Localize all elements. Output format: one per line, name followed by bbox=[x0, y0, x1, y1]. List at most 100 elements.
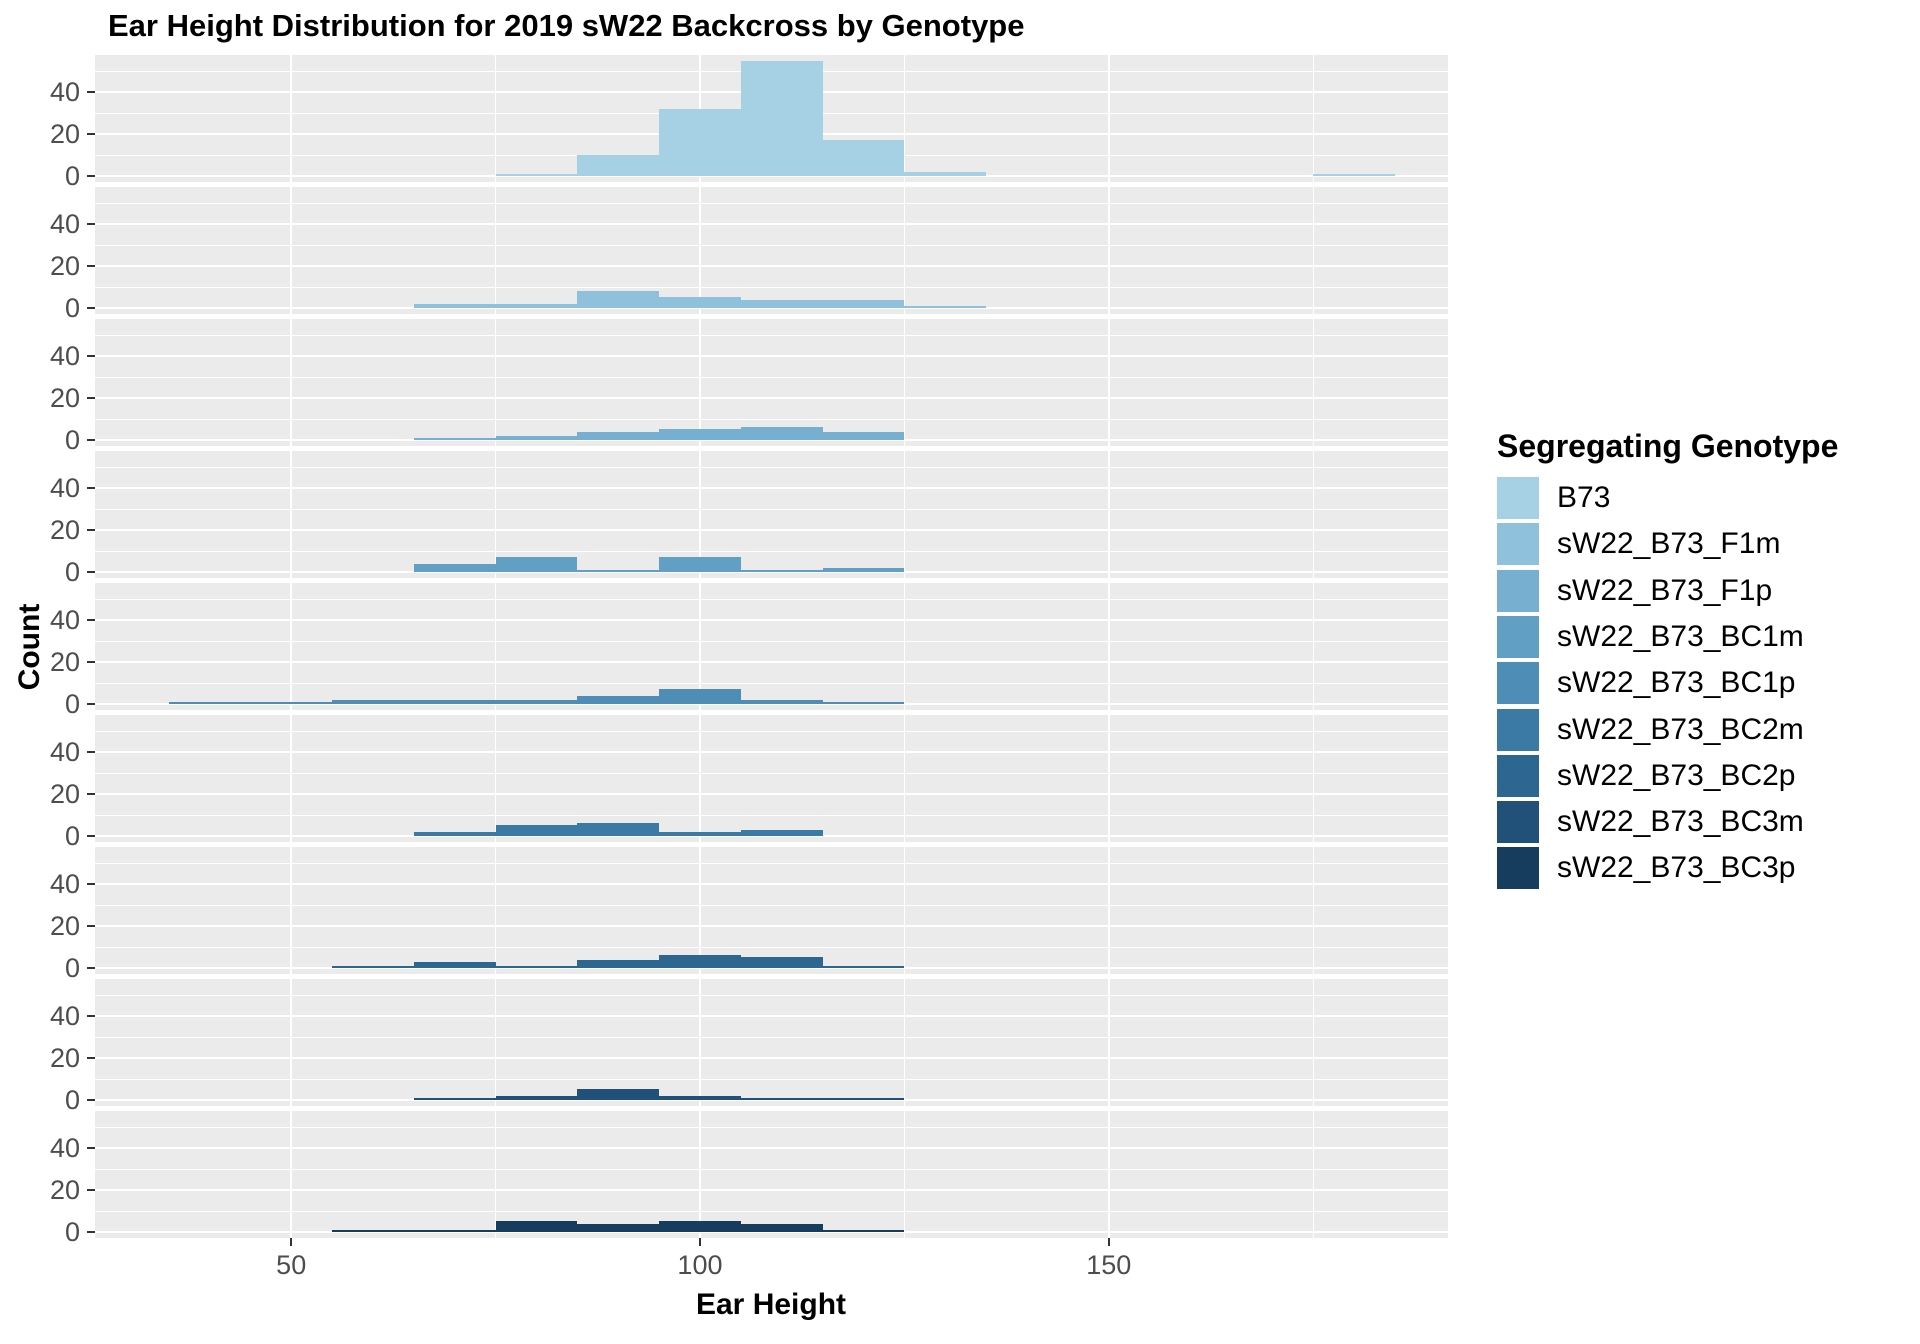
histogram-bar bbox=[495, 557, 578, 572]
y-axis-tick bbox=[87, 966, 95, 969]
y-axis-tick bbox=[87, 223, 95, 226]
legend-title: Segregating Genotype bbox=[1497, 428, 1839, 464]
gridline-minor bbox=[1312, 55, 1314, 182]
x-axis-tick bbox=[698, 1238, 701, 1246]
gridline-major bbox=[1107, 715, 1110, 842]
gridline-minor bbox=[903, 847, 905, 974]
histogram-bar bbox=[740, 569, 823, 572]
y-tick-label: 40 bbox=[49, 1133, 80, 1164]
y-tick-label: 40 bbox=[49, 473, 80, 504]
gridline-minor bbox=[95, 376, 1448, 378]
gridline-minor bbox=[95, 1126, 1448, 1128]
y-tick-label: 0 bbox=[64, 292, 80, 323]
histogram-bar bbox=[413, 961, 496, 968]
histogram-bar bbox=[822, 431, 905, 440]
gridline-major bbox=[95, 966, 1448, 969]
histogram-bar bbox=[413, 303, 496, 308]
y-axis-tick bbox=[87, 174, 95, 177]
gridline-minor bbox=[903, 187, 905, 314]
y-axis-tick bbox=[87, 793, 95, 796]
histogram-bar bbox=[659, 557, 741, 572]
histogram-bar bbox=[413, 437, 496, 440]
legend-key-swatch bbox=[1497, 615, 1539, 658]
histogram-bar bbox=[495, 1221, 578, 1232]
gridline-major bbox=[1107, 319, 1110, 446]
y-tick-label: 20 bbox=[49, 1043, 80, 1074]
y-tick-label: 20 bbox=[49, 251, 80, 282]
facet-panel-B73 bbox=[95, 55, 1448, 182]
histogram-bar bbox=[822, 1097, 905, 1100]
gridline-major bbox=[95, 1098, 1448, 1101]
histogram-bar bbox=[740, 1097, 823, 1100]
gridline-major bbox=[95, 355, 1448, 358]
gridline-minor bbox=[95, 550, 1448, 552]
y-axis-tick bbox=[87, 133, 95, 136]
y-tick-label: 0 bbox=[64, 1084, 80, 1115]
y-tick-label: 20 bbox=[49, 383, 80, 414]
gridline-major bbox=[95, 223, 1448, 226]
gridline-major bbox=[95, 570, 1448, 573]
gridline-minor bbox=[95, 244, 1448, 246]
histogram-bar bbox=[577, 1089, 660, 1100]
gridline-major bbox=[95, 1230, 1448, 1233]
legend-entry-label: sW22_B73_BC1m bbox=[1557, 619, 1804, 653]
histogram-bar bbox=[740, 299, 823, 308]
histogram-bar bbox=[904, 305, 987, 308]
histogram-bar bbox=[740, 60, 823, 176]
gridline-minor bbox=[1312, 319, 1314, 446]
histogram-bar bbox=[659, 297, 741, 308]
x-axis-title: Ear Height bbox=[695, 1288, 847, 1321]
gridline-major bbox=[95, 661, 1448, 664]
y-tick-label: 40 bbox=[49, 77, 80, 108]
gridline-minor bbox=[95, 904, 1448, 906]
gridline-minor bbox=[95, 772, 1448, 774]
histogram-bar bbox=[822, 1229, 905, 1232]
legend-key-swatch bbox=[1497, 523, 1539, 566]
gridline-major bbox=[95, 1147, 1448, 1150]
gridline-major bbox=[1107, 583, 1110, 710]
gridline-major bbox=[290, 847, 293, 974]
histogram-bar bbox=[740, 427, 823, 440]
gridline-minor bbox=[1312, 451, 1314, 578]
y-axis-tick bbox=[87, 702, 95, 705]
legend-key-swatch bbox=[1497, 847, 1539, 890]
gridline-major bbox=[95, 397, 1448, 400]
histogram-bar bbox=[659, 831, 741, 836]
legend-entry-label: sW22_B73_F1p bbox=[1557, 573, 1773, 607]
gridline-major bbox=[290, 55, 293, 182]
y-axis-tick bbox=[87, 619, 95, 622]
gridline-major bbox=[95, 619, 1448, 622]
gridline-minor bbox=[495, 847, 497, 974]
histogram-bar bbox=[168, 701, 251, 704]
y-tick-label: 40 bbox=[49, 341, 80, 372]
gridline-major bbox=[1107, 55, 1110, 182]
histogram-bar bbox=[659, 108, 741, 176]
gridline-minor bbox=[495, 187, 497, 314]
histogram-bar bbox=[413, 563, 496, 572]
histogram-bar bbox=[495, 825, 578, 836]
y-tick-label: 40 bbox=[49, 1001, 80, 1032]
gridline-minor bbox=[95, 640, 1448, 642]
histogram-bar bbox=[413, 1097, 496, 1100]
histogram-bar bbox=[495, 1095, 578, 1100]
histogram-bar bbox=[904, 171, 987, 176]
gridline-minor bbox=[95, 1078, 1448, 1080]
gridline-major bbox=[95, 306, 1448, 309]
facet-panel-sW22_B73_BC3m bbox=[95, 979, 1448, 1106]
legend-entry-label: sW22_B73_BC3m bbox=[1557, 805, 1804, 839]
gridline-minor bbox=[1312, 187, 1314, 314]
gridline-major bbox=[698, 187, 701, 314]
gridline-minor bbox=[95, 508, 1448, 510]
facet-panel-sW22_B73_BC2p bbox=[95, 847, 1448, 974]
gridline-major bbox=[95, 793, 1448, 796]
gridline-major bbox=[290, 451, 293, 578]
gridline-major bbox=[95, 265, 1448, 268]
gridline-major bbox=[290, 187, 293, 314]
gridline-minor bbox=[95, 1210, 1448, 1212]
gridline-major bbox=[290, 1111, 293, 1238]
y-tick-label: 0 bbox=[64, 1216, 80, 1247]
gridline-major bbox=[698, 847, 701, 974]
gridline-minor bbox=[495, 319, 497, 446]
gridline-major bbox=[1107, 451, 1110, 578]
